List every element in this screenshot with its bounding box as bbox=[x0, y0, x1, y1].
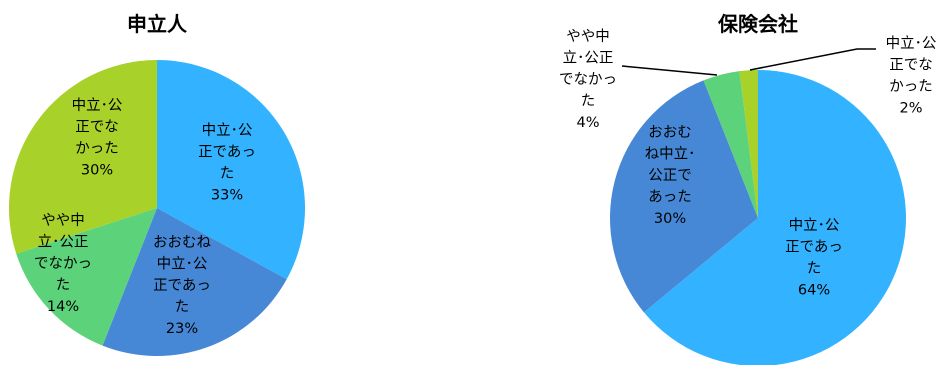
pie-slice bbox=[16, 208, 157, 346]
leader-line bbox=[749, 48, 876, 71]
slice-label: おおむね中立･公正であった 30% bbox=[645, 124, 696, 227]
slice-label: おおむね中立･公正であった 23% bbox=[153, 234, 211, 337]
slice-label: やや中立･公正でなかった 4% bbox=[559, 28, 617, 131]
slice-label: 中立･公正であった 33% bbox=[198, 122, 256, 204]
pie-slice bbox=[102, 208, 287, 357]
slice-label: 中立･公正でなかった 30% bbox=[72, 97, 123, 179]
leader-line bbox=[621, 65, 718, 76]
pie-slice bbox=[609, 80, 758, 313]
slice-label: やや中立･公正でなかった 14% bbox=[34, 212, 92, 315]
slice-label: 中立･公正でなかった 2% bbox=[886, 35, 937, 117]
pie-slice bbox=[703, 71, 758, 218]
chart-title: 保険会社 bbox=[717, 12, 798, 36]
slice-label: 中立･公正であった 64% bbox=[785, 217, 843, 299]
pie-slice bbox=[8, 60, 157, 254]
chart-title: 申立人 bbox=[127, 12, 188, 36]
pie-slice bbox=[643, 70, 906, 365]
pie-slice bbox=[157, 60, 305, 280]
pie-slice bbox=[739, 70, 758, 218]
